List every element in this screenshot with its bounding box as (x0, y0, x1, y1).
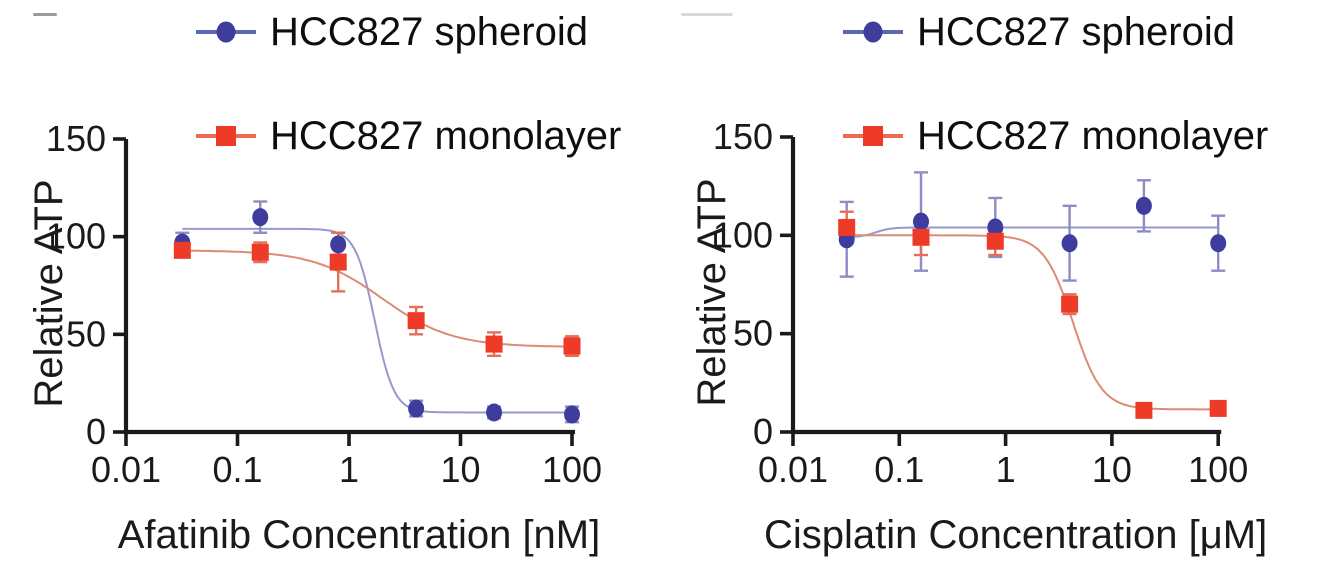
monolayer-point (173, 241, 191, 259)
monolayer-point (485, 335, 503, 353)
series-spheroid (174, 208, 580, 424)
cisplatin-plot-svg: 0 50 100 150 0.01 0.1 1 10 100 Cisplatin Concentr… (690, 116, 1267, 557)
x-tick-label: 0.1 (212, 449, 262, 490)
axes (780, 135, 1222, 446)
error-bars-spheroid (175, 200, 579, 424)
monolayer-point (1061, 295, 1079, 313)
monolayer-point (563, 337, 581, 355)
x-axis-title: Cisplatin Concentration [μM] (764, 513, 1267, 557)
y-axis-title: Relative ATP (27, 179, 71, 407)
fit-curve-monolayer (182, 249, 572, 348)
monolayer-point (912, 228, 930, 246)
x-tick-label: 10 (1092, 449, 1132, 490)
afatinib-panel: 0 50 100 150 0.01 0.1 1 10 100 Afatinib Concentra… (27, 12, 621, 557)
monolayer-point (251, 243, 269, 261)
spheroid-point (987, 218, 1004, 237)
monolayer-point (329, 253, 347, 271)
series-spheroid (838, 196, 1227, 253)
fit-curve-spheroid (846, 226, 1219, 239)
spheroid-point (486, 403, 503, 422)
monolayer-point (838, 218, 856, 236)
afatinib-plot-svg: 0 50 100 150 0.01 0.1 1 10 100 Afatinib Concentra… (27, 118, 602, 557)
monolayer-point (1135, 401, 1153, 419)
monolayer-point (1209, 399, 1227, 417)
spheroid-point (330, 235, 347, 254)
x-tick-label: 100 (1188, 449, 1248, 490)
y-axis-title: Relative ATP (690, 178, 734, 406)
spheroid-point (1061, 234, 1078, 253)
x-tick-label: 10 (440, 449, 480, 490)
error-bars-monolayer (839, 210, 1226, 416)
x-tick-label: 1 (996, 449, 1016, 490)
x-tick-label: 0.01 (758, 449, 828, 490)
spheroid-point (1135, 196, 1152, 215)
y-tick-label: 100 (46, 216, 106, 257)
axes (113, 137, 575, 446)
crop-artifact-left (33, 13, 57, 16)
y-tick-label: 0 (753, 411, 773, 452)
fit-curve-spheroid (182, 227, 572, 414)
y-tick-label: 0 (86, 411, 106, 452)
y-tick-label: 50 (733, 313, 773, 354)
monolayer-point (986, 232, 1004, 250)
spheroid-point (408, 399, 425, 418)
monolayer-point (407, 312, 425, 330)
y-tick-label: 150 (713, 116, 773, 157)
fit-curve-monolayer (846, 234, 1219, 411)
x-axis-title: Afatinib Concentration [nM] (118, 513, 600, 557)
error-bars-spheroid (839, 171, 1226, 282)
spheroid-point (564, 405, 580, 424)
x-tick-label: 0.1 (874, 449, 924, 490)
series-monolayer (173, 241, 581, 355)
spheroid-point (1210, 234, 1227, 253)
series-monolayer (838, 218, 1227, 419)
spheroid-point (912, 212, 929, 231)
crop-artifact-right (681, 13, 733, 16)
spheroid-point (252, 208, 269, 227)
x-tick-label: 1 (339, 449, 359, 490)
y-tick-label: 100 (713, 214, 773, 255)
y-tick-label: 150 (46, 118, 106, 159)
x-tick-label: 0.01 (91, 449, 161, 490)
x-tick-label: 100 (542, 449, 602, 490)
cisplatin-panel: 0 50 100 150 0.01 0.1 1 10 100 Cisplatin Concentr… (663, 0, 1326, 586)
y-tick-label: 50 (66, 313, 106, 354)
